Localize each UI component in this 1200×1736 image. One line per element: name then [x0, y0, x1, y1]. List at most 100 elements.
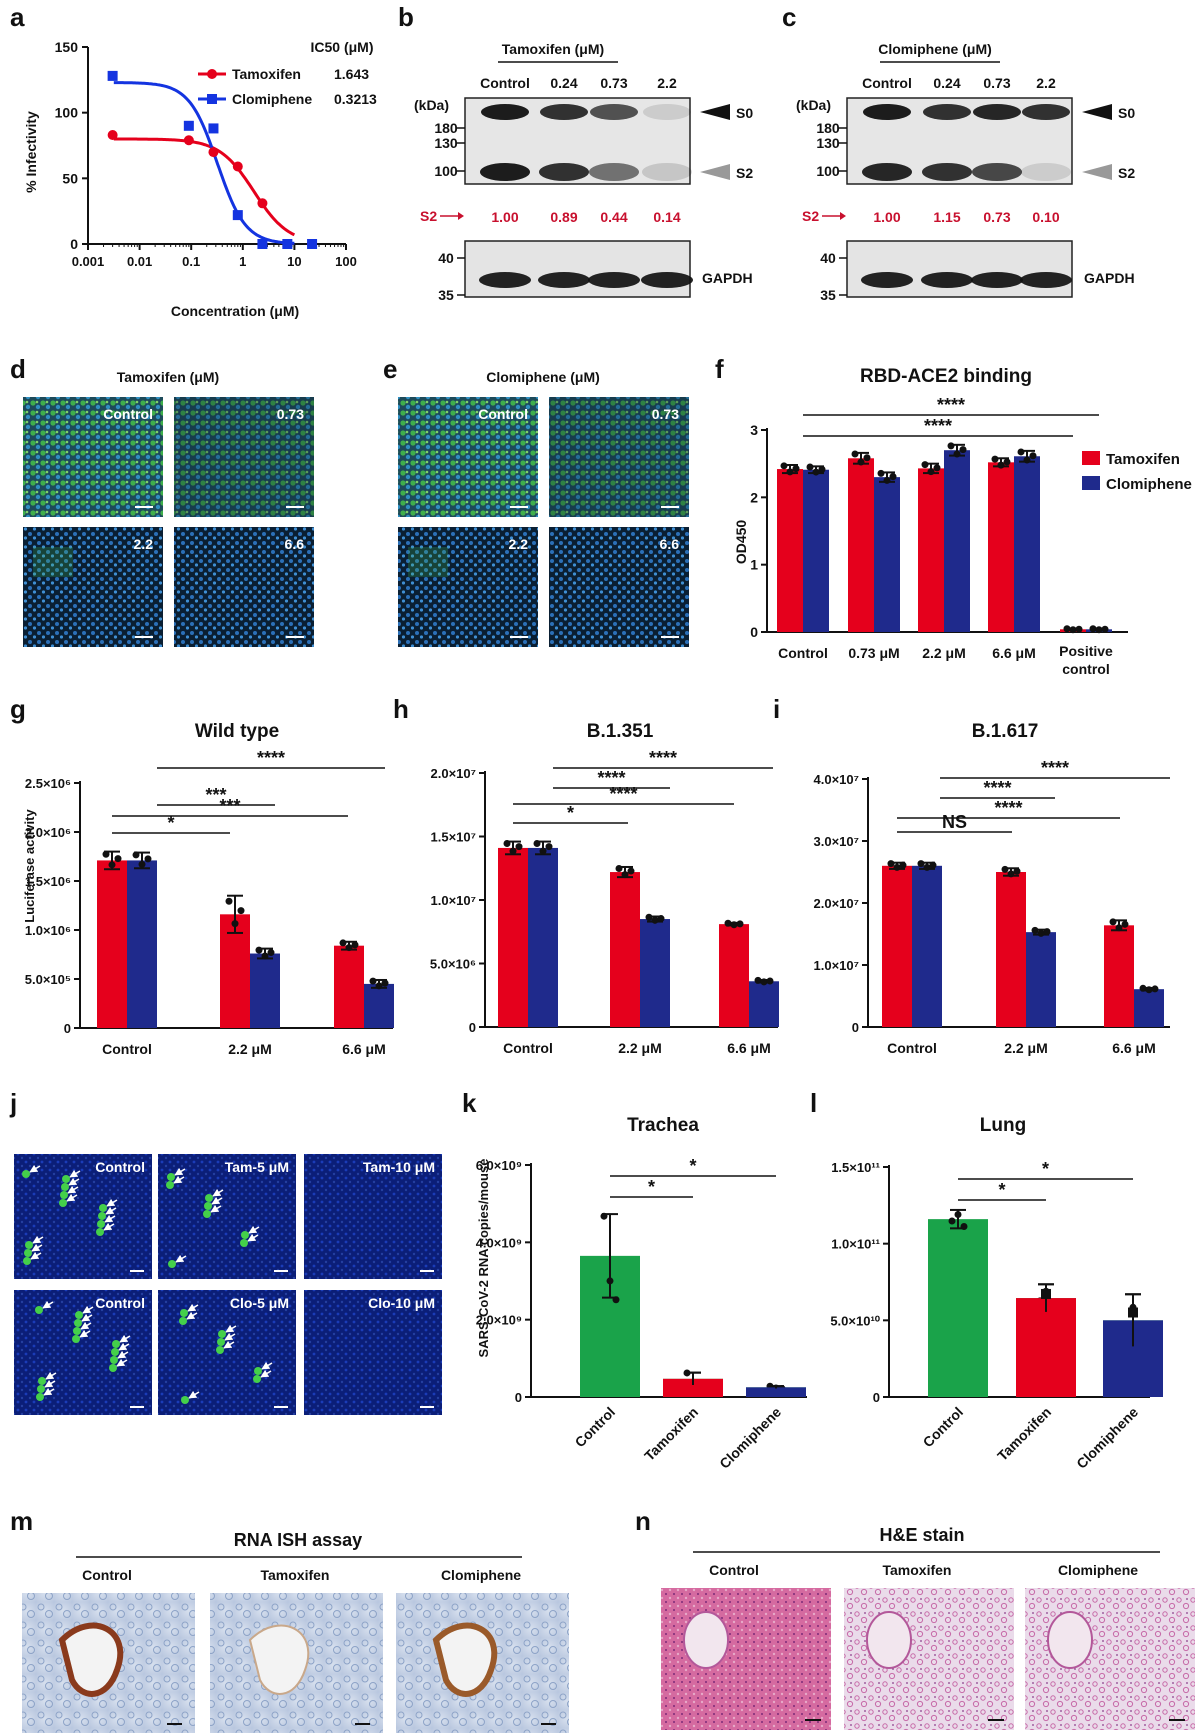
panel-k-title: Trachea [627, 1115, 699, 1136]
ytick-label: 4.0×10⁷ [814, 772, 860, 787]
replicate-point [1145, 986, 1153, 994]
replicate-point [806, 463, 814, 471]
band-s2 [972, 163, 1022, 181]
replicate-point [997, 461, 1005, 469]
band-s0 [973, 104, 1021, 120]
bar-tamoxifen [882, 865, 912, 1027]
arrow-marker [260, 1369, 272, 1378]
bar-tamoxifen [777, 469, 803, 632]
histology-group-label: Control [82, 1567, 132, 1583]
panel-a-xlabel: Concentration (μM) [171, 303, 299, 319]
if-image-tile [174, 527, 314, 647]
panel-k-ylabel: SARS-CoV-2 RNA copies/mouse [476, 1159, 491, 1358]
band-gapdh [971, 272, 1023, 288]
blot-arrowhead-s0 [700, 104, 730, 120]
replicate-point [766, 977, 774, 985]
panel-a-xtick-label: 1 [239, 254, 246, 269]
replicate-point [627, 867, 635, 875]
category-label: control [1062, 661, 1109, 677]
replicate-point [381, 979, 389, 987]
replicate-point [760, 978, 768, 986]
bar-tamoxifen [848, 458, 874, 632]
legend-label-clomiphene: Clomiphene [232, 91, 312, 107]
arrow-marker [186, 1311, 198, 1320]
band-gapdh [538, 272, 590, 288]
blot-arrowhead-s0 [1082, 104, 1112, 120]
infected-cell [240, 1239, 248, 1247]
significance-label: * [567, 803, 574, 823]
infected-cell [254, 1367, 262, 1375]
arrow-marker [247, 1233, 259, 1242]
panel-a-points [107, 70, 318, 249]
infected-cell [110, 1356, 118, 1364]
panel-m: RNA ISH assay Control Tamoxifen Clomiphene [22, 1530, 569, 1733]
if-tile-label: Clo-5 μM [230, 1295, 289, 1311]
replicate-point [369, 977, 377, 985]
legend-marker-clomiphene [207, 94, 217, 104]
replicate-point [615, 865, 623, 873]
bar-clomiphene [803, 469, 829, 632]
panel-a-fit-curve-tamoxifen [113, 137, 296, 237]
blot-lane-label: 2.2 [657, 75, 677, 91]
panel-n-images: Control Tamoxifen Clomiphene [661, 1562, 1195, 1730]
bar-tamoxifen [97, 860, 127, 1028]
data-point-tamoxifen [257, 198, 268, 209]
replicate-point [887, 860, 895, 868]
if-tile-label: 0.73 [277, 406, 304, 422]
arrow-marker [43, 1387, 55, 1396]
band-s2 [642, 163, 692, 181]
ytick-label: 1 [750, 557, 758, 573]
blot-arrowhead-s2 [1082, 164, 1112, 180]
bar-clomiphene [874, 477, 900, 632]
panel-b-western-blot: Tamoxifen (μM) Control 0.24 0.73 2.2 (kDa) 180… [414, 41, 753, 303]
bar-clomiphene [1134, 989, 1164, 1027]
histology-group-label: Tamoxifen [261, 1567, 330, 1583]
blot-marker-label: 180 [434, 120, 458, 136]
if-tile-label: 2.2 [509, 536, 529, 552]
category-label: Clomiphene [1073, 1404, 1141, 1472]
significance-label: *** [219, 796, 240, 816]
histology-group-label: Control [709, 1562, 759, 1578]
ytick-label: 4.0×10⁹ [476, 1235, 522, 1250]
replicate-point [108, 861, 116, 869]
replicate-point [515, 843, 523, 851]
if-tile-label: Tam-10 μM [363, 1159, 435, 1175]
ytick-label: 0 [873, 1390, 880, 1405]
ytick-label: 1.0×10⁷ [431, 893, 477, 908]
if-title: Tamoxifen (μM) [117, 369, 219, 385]
significance-label: **** [649, 748, 677, 768]
panel-a-ticks: 0 50 100 150 0.001 0.01 0.1 1 10 100 [55, 39, 357, 269]
histology-group-label: Clomiphene [1058, 1562, 1138, 1578]
arrow-marker [119, 1334, 131, 1343]
replicate-point [545, 843, 553, 851]
ytick-label: 1.0×10¹¹ [831, 1237, 880, 1252]
infected-cell [241, 1231, 249, 1239]
category-label: Control [572, 1404, 619, 1451]
category-label: 2.2 μM [922, 645, 966, 661]
replicate-point [929, 861, 937, 869]
bar-tamoxifen [996, 872, 1026, 1027]
band-gapdh [588, 272, 640, 288]
category-label: Clomiphene [716, 1404, 784, 1472]
replicate-point [621, 871, 629, 879]
data-point-clomiphene [307, 239, 318, 249]
blot-s2-quant-label: S2 [420, 208, 437, 224]
if-tile-label: 2.2 [134, 536, 154, 552]
histology-group-label: Tamoxifen [883, 1562, 952, 1578]
blot-lane-label: 0.73 [983, 75, 1010, 91]
data-point-tamoxifen [107, 129, 118, 140]
blot-s2-arrowhead [458, 212, 464, 220]
blot-marker-label: 40 [438, 250, 454, 266]
arrow-marker [68, 1177, 80, 1186]
arrow-marker [211, 1196, 223, 1205]
replicate-point [1121, 920, 1129, 928]
replicate-point [786, 468, 794, 476]
if-tile-label: Control [95, 1159, 145, 1175]
arrow-marker [30, 1251, 42, 1260]
panel-n-title: H&E stain [879, 1525, 964, 1545]
ytick-label: 1.5×10¹¹ [831, 1160, 880, 1175]
ytick-label: 1.0×10⁷ [814, 958, 860, 973]
replicate-point [114, 855, 122, 863]
if-image-tile [304, 1290, 442, 1415]
panel-g-ylabel: Luciferase activity [22, 809, 37, 923]
